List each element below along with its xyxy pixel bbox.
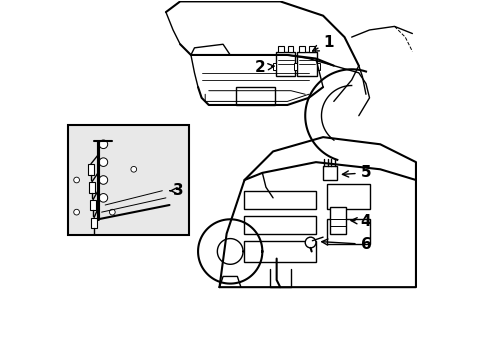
Text: 4: 4: [350, 213, 370, 229]
Circle shape: [109, 209, 115, 215]
Bar: [287, 46, 293, 52]
Circle shape: [305, 237, 315, 248]
Bar: [297, 52, 316, 76]
Bar: [326, 184, 369, 208]
Bar: [277, 46, 283, 52]
Bar: [316, 63, 319, 70]
Bar: [244, 241, 315, 262]
Bar: [244, 216, 315, 234]
FancyBboxPatch shape: [235, 87, 274, 105]
Text: 3: 3: [170, 183, 183, 198]
Bar: [89, 182, 95, 193]
Bar: [272, 63, 275, 70]
Text: 2: 2: [255, 60, 274, 75]
Bar: [323, 166, 337, 180]
Bar: [326, 219, 369, 244]
Bar: [244, 191, 315, 208]
Bar: [275, 52, 295, 76]
Circle shape: [74, 209, 80, 215]
Bar: [88, 164, 94, 175]
Bar: [91, 217, 97, 228]
Circle shape: [99, 194, 107, 202]
Circle shape: [99, 176, 107, 184]
Bar: [329, 207, 346, 234]
Circle shape: [131, 166, 136, 172]
Circle shape: [99, 140, 107, 149]
Text: 1: 1: [312, 35, 333, 51]
Bar: [294, 63, 297, 70]
Text: 6: 6: [321, 237, 370, 252]
FancyBboxPatch shape: [67, 125, 189, 235]
Bar: [90, 200, 96, 210]
Bar: [308, 46, 314, 52]
Circle shape: [99, 158, 107, 166]
Bar: [299, 46, 305, 52]
Bar: [295, 63, 298, 70]
Circle shape: [74, 177, 80, 183]
Text: 5: 5: [342, 165, 370, 180]
